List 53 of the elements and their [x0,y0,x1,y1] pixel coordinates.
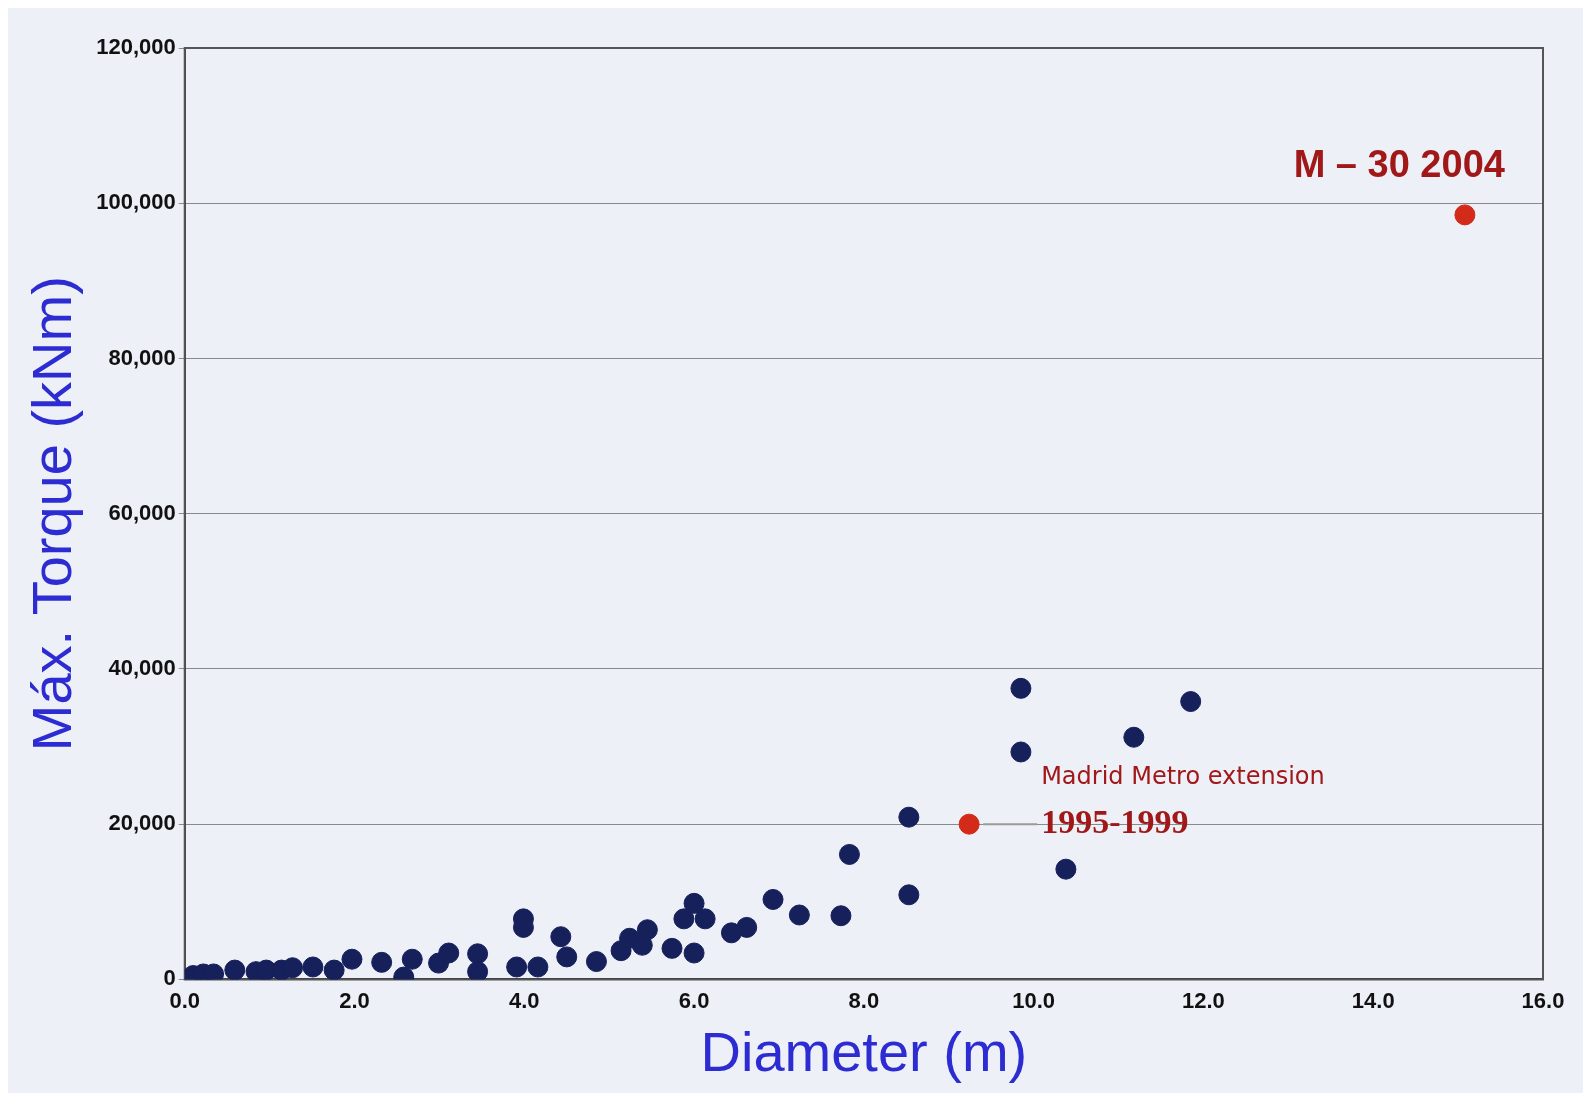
point [898,806,920,828]
point [1454,204,1476,226]
point [762,888,784,910]
point [467,943,489,965]
y-tick-label: 100,000 [96,189,176,215]
point [1010,741,1032,763]
point [661,937,683,959]
point [683,942,705,964]
point [341,948,363,970]
x-axis-title: Diameter (m) [700,1019,1028,1083]
point [694,908,716,930]
x-tick-label: 4.0 [509,987,540,1013]
y-tick-label: 60,000 [108,499,176,525]
x-tick-label: 6.0 [678,987,710,1013]
point [838,843,860,865]
y-tick-label: 20,000 [108,810,176,836]
point [527,956,549,978]
x-tick-label: 12.0 [1182,987,1225,1013]
point [556,946,578,968]
annotation: M – 30 2004 [1293,142,1505,185]
point [683,892,705,914]
annotation: Madrid Metro extension 1995-1999 [1041,762,1325,840]
point [438,942,460,964]
x-tick-label: 10.0 [1012,987,1056,1013]
point [282,957,304,979]
point [830,905,852,927]
point [898,884,920,906]
point [736,916,758,938]
point [302,956,324,978]
point [550,926,572,948]
point [958,813,980,835]
y-axis-title: Máx. Torque (kNm) [20,276,84,752]
point [371,951,393,973]
point [224,959,246,980]
x-tick-label: 14.0 [1351,987,1395,1013]
point [585,951,607,973]
point [1180,691,1202,713]
point [1010,677,1032,699]
point [323,959,345,980]
point [1055,858,1077,880]
point [467,961,489,980]
point [636,919,658,941]
point [788,904,810,926]
y-tick-label: 120,000 [96,34,176,60]
x-tick-label: 8.0 [848,987,880,1013]
point [1123,726,1145,748]
point [673,908,695,930]
x-tick-label: 16.0 [1521,987,1565,1013]
point [506,956,528,978]
point [401,948,423,970]
y-tick-label: 40,000 [108,655,176,680]
y-tick-label: 80,000 [108,344,176,370]
x-tick-label: 2.0 [339,987,370,1013]
